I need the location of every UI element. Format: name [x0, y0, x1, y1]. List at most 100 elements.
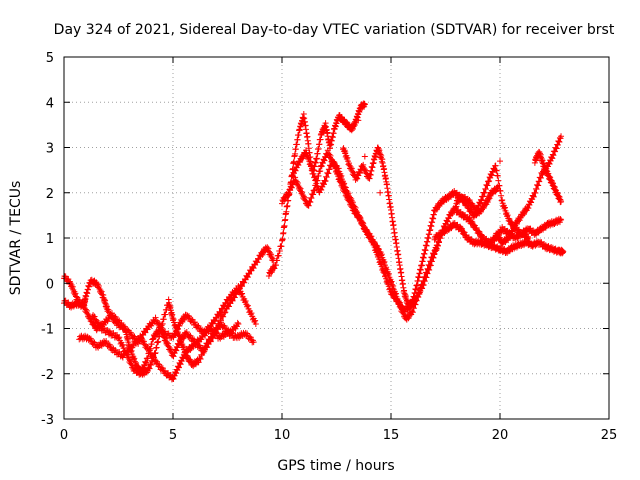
data-point-marker	[267, 249, 274, 256]
data-point-marker	[360, 222, 367, 229]
data-point-marker	[474, 206, 481, 213]
data-point-marker	[122, 326, 129, 333]
data-point-marker	[173, 347, 180, 354]
data-point-marker	[92, 316, 99, 323]
y-tick-label: 5	[46, 51, 54, 66]
data-point-marker	[348, 197, 355, 204]
data-point-marker	[128, 361, 135, 368]
data-point-marker	[130, 332, 137, 339]
data-point-marker	[355, 117, 362, 124]
data-point-marker	[195, 341, 202, 348]
data-point-marker	[348, 165, 355, 172]
data-point-marker	[268, 251, 275, 258]
data-point-marker	[164, 339, 171, 346]
data-point-marker	[525, 205, 532, 212]
axis-ticks	[63, 56, 610, 420]
data-point-marker	[327, 152, 334, 159]
data-point-marker	[466, 215, 473, 222]
data-point-marker	[144, 355, 151, 362]
data-point-marker	[152, 314, 159, 321]
data-point-marker	[120, 323, 127, 330]
data-point-marker	[457, 225, 464, 232]
data-point-marker	[315, 172, 322, 179]
data-point-marker	[207, 337, 214, 344]
data-point-marker	[142, 329, 149, 336]
data-point-marker	[424, 270, 431, 277]
data-point-marker	[137, 371, 144, 378]
data-point-marker	[192, 321, 199, 328]
data-point-marker	[255, 256, 262, 263]
y-tick-labels: -3 -2 -1 0 1 2 3 4 5	[41, 51, 54, 428]
y-tick-label: 1	[46, 232, 54, 247]
data-point-marker	[72, 290, 79, 297]
data-point-marker	[163, 306, 170, 313]
series-outliers	[342, 117, 503, 196]
data-point-marker	[184, 312, 191, 319]
data-point-marker	[156, 361, 163, 368]
data-point-marker	[309, 168, 316, 175]
data-point-marker	[380, 269, 387, 276]
series-track-5	[265, 100, 368, 280]
data-point-marker	[125, 353, 132, 360]
data-point-marker	[242, 329, 249, 336]
data-point-marker	[97, 287, 104, 294]
data-point-marker	[312, 177, 319, 184]
data-point-marker	[217, 319, 224, 326]
data-point-marker	[207, 325, 214, 332]
data-point-marker	[132, 359, 139, 366]
data-point-marker	[373, 248, 380, 255]
data-point-marker	[119, 322, 126, 329]
data-point-marker	[322, 177, 329, 184]
y-tick-label: -2	[41, 368, 54, 383]
data-point-marker	[498, 192, 505, 199]
data-point-marker	[558, 133, 565, 140]
data-point-marker	[122, 350, 129, 357]
data-point-marker	[66, 278, 73, 285]
data-point-marker	[220, 322, 227, 329]
series-track-9	[431, 219, 567, 257]
data-point-marker	[90, 338, 97, 345]
data-point-marker	[428, 258, 435, 265]
data-point-marker	[148, 341, 155, 348]
data-point-marker	[326, 166, 333, 173]
data-point-marker	[486, 177, 493, 184]
data-point-marker	[332, 162, 339, 169]
data-point-marker	[153, 344, 160, 351]
data-point-marker	[478, 197, 485, 204]
data-point-marker	[536, 178, 543, 185]
data-point-marker	[494, 172, 501, 179]
data-point-marker	[217, 309, 224, 316]
data-point-marker	[69, 283, 76, 290]
data-point-marker	[128, 332, 135, 339]
data-point-marker	[377, 189, 384, 196]
data-point-marker	[160, 316, 167, 323]
data-point-marker	[297, 185, 304, 192]
data-point-marker	[103, 340, 110, 347]
data-point-marker	[183, 311, 190, 318]
data-point-marker	[342, 184, 349, 191]
data-point-marker	[386, 285, 393, 292]
data-point-marker	[156, 324, 163, 331]
data-point-marker	[250, 265, 257, 272]
data-point-marker	[362, 226, 369, 233]
data-point-marker	[279, 236, 286, 243]
data-point-marker	[86, 335, 93, 342]
data-point-marker	[549, 155, 556, 162]
data-point-marker	[361, 153, 368, 160]
data-point-marker	[368, 233, 375, 240]
x-axis-label: GPS time / hours	[277, 458, 394, 474]
data-point-marker	[218, 321, 225, 328]
data-point-marker	[186, 356, 193, 363]
series-track-3	[76, 325, 257, 383]
data-point-marker	[476, 228, 483, 235]
y-tick-label: 0	[46, 277, 54, 292]
data-point-marker	[234, 319, 241, 326]
data-point-marker	[371, 240, 378, 247]
data-point-marker	[196, 342, 203, 349]
data-point-marker	[420, 282, 427, 289]
data-point-marker	[560, 248, 567, 255]
data-point-marker	[296, 184, 303, 191]
data-point-marker	[475, 228, 482, 235]
data-point-marker	[244, 333, 251, 340]
data-point-marker	[385, 279, 392, 286]
